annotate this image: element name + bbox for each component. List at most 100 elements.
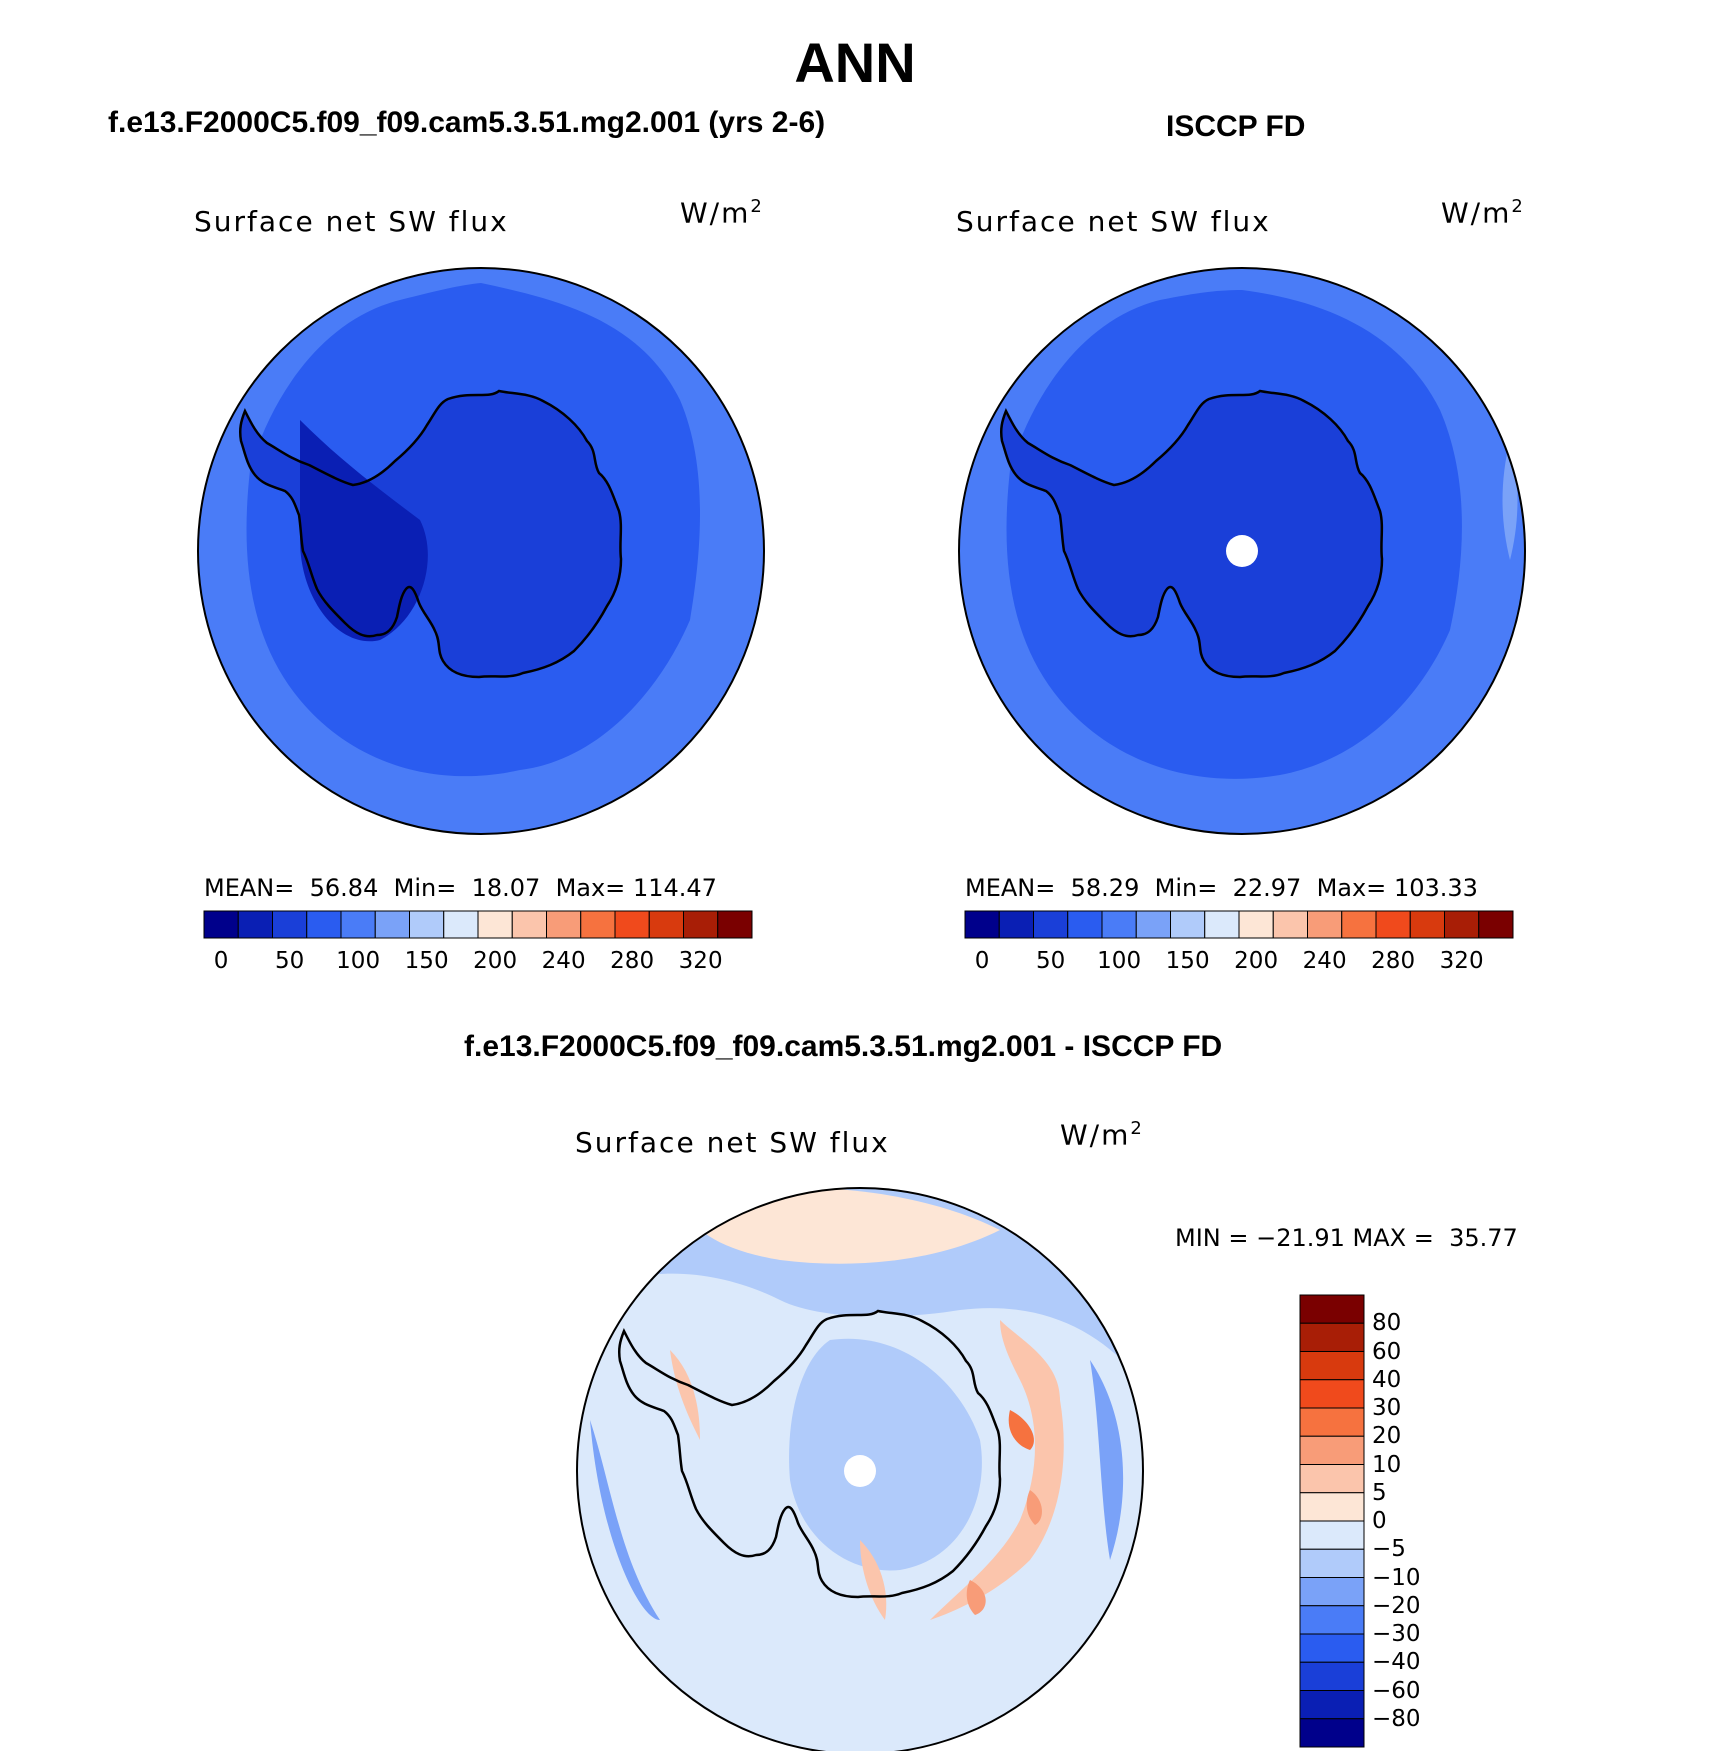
model-min-label: Min= [393,874,457,902]
colorbar-tick-label: 50 [1035,948,1066,974]
colorbar-box [340,910,376,939]
obs-plot-label: Surface net SW flux [956,205,1271,238]
figure-title: ANN [794,31,916,94]
colorbar-box [1299,1548,1365,1578]
colorbar-tick-label: −20 [1372,1592,1421,1619]
obs-colorbar-ticks: 0 50 100 150 200 240 280 320 [0,948,1710,978]
colorbar-tick-label: 60 [1372,1338,1402,1365]
obs-colorbar [964,910,1514,939]
colorbar-box [1375,910,1411,939]
colorbar-tick-label: −60 [1372,1677,1421,1704]
model-map [197,267,765,835]
obs-max-value: 103.33 [1393,874,1478,902]
colorbar-box [1299,1351,1365,1381]
model-plot-label: Surface net SW flux [194,205,509,238]
colorbar-tick-label: −80 [1372,1705,1421,1732]
colorbar-box [1341,910,1377,939]
colorbar-box [1409,910,1445,939]
colorbar-tick-label: 150 [404,948,449,974]
colorbar-box [1299,1520,1365,1550]
colorbar-tick-label: 0 [974,948,990,974]
obs-units: W/m2 [1441,196,1525,230]
colorbar-tick-label: 320 [678,948,723,974]
colorbar-tick-label: 200 [1234,948,1279,974]
colorbar-box [1299,1322,1365,1352]
model-max-value: 114.47 [632,874,717,902]
colorbar-box [1238,910,1274,939]
colorbar-box [1299,1633,1365,1663]
colorbar-box [1299,1718,1365,1748]
colorbar-tick-label: 20 [1372,1423,1402,1450]
colorbar-box [1478,910,1514,939]
colorbar-tick-label: 30 [1372,1395,1402,1421]
colorbar-tick-label: −30 [1372,1621,1421,1647]
diff-units: W/m2 [1060,1118,1144,1152]
colorbar-tick-label: 0 [1372,1508,1387,1534]
colorbar-box [1444,910,1480,939]
colorbar-tick-label: −5 [1372,1536,1406,1563]
model-max-label: Max= [555,874,626,902]
obs-panel-title: ISCCP FD [1166,110,1306,143]
colorbar-box [1299,1492,1365,1522]
colorbar-tick-label: 280 [1371,948,1416,974]
colorbar-box [1299,1379,1365,1409]
diff-minmax: MIN = −21.91 MAX = 35.77 [1175,1224,1518,1252]
diff-panel-title: f.e13.F2000C5.f09_f09.cam5.3.51.mg2.001 … [464,1030,1223,1063]
model-mean-label: MEAN= [204,874,295,902]
obs-max-label: Max= [1316,874,1387,902]
colorbar-box [477,910,513,939]
colorbar-tick-label: 240 [1302,948,1347,974]
colorbar-tick-label: 40 [1372,1366,1402,1393]
colorbar-box [1033,910,1069,939]
colorbar-tick-label: 5 [1372,1479,1387,1506]
diff-colorbar [1299,1294,1365,1748]
colorbar-box [374,910,410,939]
model-panel-title: f.e13.F2000C5.f09_f09.cam5.3.51.mg2.001 … [108,106,826,139]
colorbar-tick-label: 240 [541,948,586,974]
model-units: W/m2 [680,196,764,230]
model-colorbar-ticks: 0 50 100 150 200 240 280 320 [0,948,1710,978]
model-mean-value: 56.84 [309,874,379,902]
colorbar-box [964,910,1000,939]
colorbar-tick-label: 150 [1165,948,1210,974]
obs-mean-value: 58.29 [1070,874,1140,902]
colorbar-tick-label: 0 [213,948,229,974]
colorbar-box [717,910,753,939]
model-colorbar [203,910,753,939]
colorbar-tick-label: 280 [610,948,655,974]
colorbar-tick-label: 100 [1097,948,1142,974]
colorbar-tick-label: 100 [336,948,381,974]
obs-min-value: 22.97 [1232,874,1302,902]
colorbar-tick-label: 80 [1372,1310,1402,1337]
colorbar-box [1299,1407,1365,1437]
colorbar-box [1299,1464,1365,1494]
colorbar-box [1299,1605,1365,1635]
model-stats: MEAN= 56.84 Min= 18.07 Max= 114.47 [204,874,717,902]
colorbar-box [306,910,342,939]
colorbar-box [546,910,582,939]
colorbar-tick-label: −40 [1372,1649,1421,1676]
colorbar-box [1307,910,1343,939]
obs-map [958,267,1526,835]
colorbar-box [1299,1577,1365,1607]
colorbar-box [443,910,479,939]
diff-map [576,1187,1144,1751]
colorbar-box [648,910,684,939]
obs-min-label: Min= [1154,874,1218,902]
colorbar-tick-label: 320 [1439,948,1484,974]
colorbar-tick-label: 10 [1372,1451,1402,1478]
colorbar-box [1299,1294,1365,1324]
colorbar-tick-label: −10 [1372,1564,1421,1591]
obs-stats: MEAN= 58.29 Min= 22.97 Max= 103.33 [965,874,1478,902]
obs-mean-label: MEAN= [965,874,1056,902]
colorbar-box [614,910,650,939]
colorbar-box [580,910,616,939]
diff-plot-label: Surface net SW flux [575,1126,890,1159]
colorbar-tick-label: 200 [473,948,518,974]
colorbar-tick-label: 50 [274,948,305,974]
colorbar-box [272,910,308,939]
colorbar-box [1272,910,1308,939]
colorbar-box [998,910,1034,939]
